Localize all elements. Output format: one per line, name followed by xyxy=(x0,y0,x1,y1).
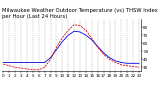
Text: Milwaukee Weather Outdoor Temperature (vs) THSW Index per Hour (Last 24 Hours): Milwaukee Weather Outdoor Temperature (v… xyxy=(2,8,157,19)
